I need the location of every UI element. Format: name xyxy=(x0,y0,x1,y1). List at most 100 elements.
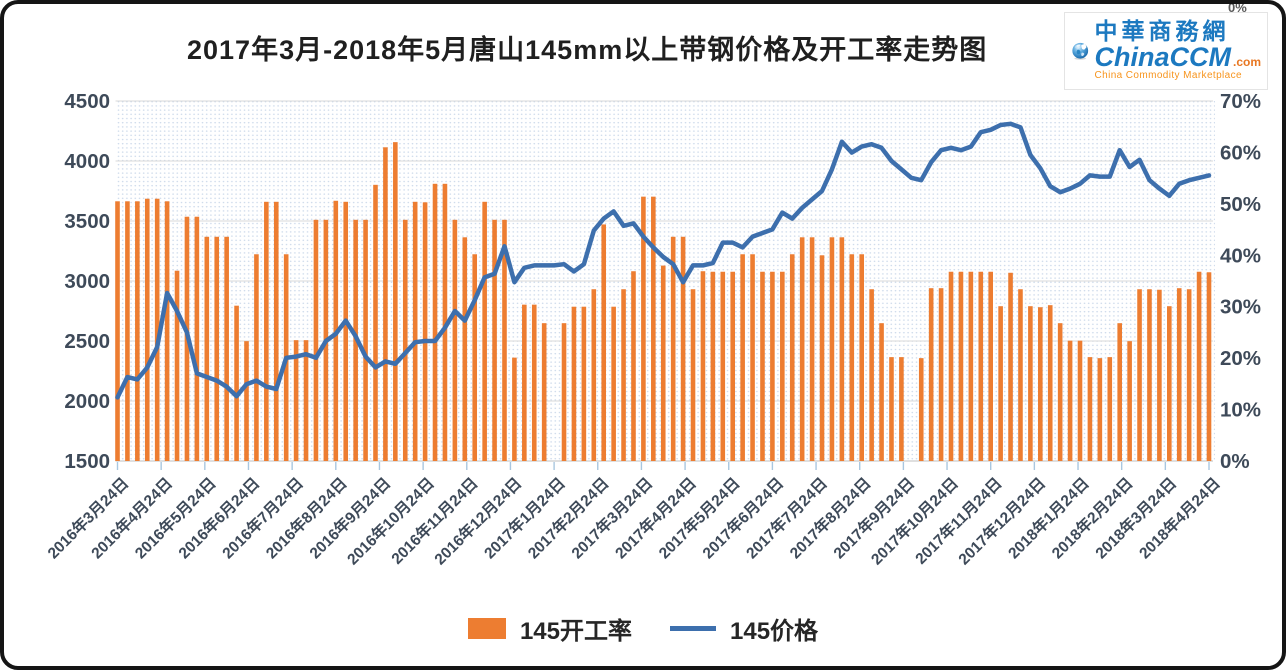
x-axis-labels: 2016年3月24日2016年4月24日2016年5月24日2016年6月24日… xyxy=(43,462,1224,568)
bar xyxy=(710,271,716,461)
bar xyxy=(581,306,587,461)
bar xyxy=(968,271,974,461)
bar xyxy=(244,341,249,461)
bar xyxy=(660,265,666,461)
bar xyxy=(363,219,368,461)
bar xyxy=(700,271,706,461)
bar xyxy=(1127,341,1132,461)
left-axis-tick: 4000 xyxy=(64,150,110,173)
bar xyxy=(1008,272,1013,461)
bar xyxy=(1186,289,1192,461)
legend-line-label: 145价格 xyxy=(730,617,819,645)
bar xyxy=(789,254,795,461)
left-axis-tick: 4500 xyxy=(64,90,110,113)
right-axis-tick: 0% xyxy=(1220,450,1250,473)
bar xyxy=(690,289,696,461)
bar xyxy=(641,196,646,461)
right-axis-tick: 50% xyxy=(1220,193,1261,216)
bar xyxy=(462,237,468,461)
bar xyxy=(393,142,398,461)
bar xyxy=(1117,323,1122,461)
bar xyxy=(750,254,755,461)
bar xyxy=(621,289,626,461)
bar xyxy=(412,201,418,462)
logo-tagline: China Commodity Marketplace xyxy=(1094,70,1243,82)
bar xyxy=(958,271,964,461)
bar xyxy=(1147,289,1152,461)
bar xyxy=(869,289,874,461)
bar xyxy=(442,183,448,462)
bar xyxy=(1107,357,1113,461)
bar xyxy=(303,340,309,461)
bar xyxy=(918,358,924,461)
bar xyxy=(829,237,835,461)
bar xyxy=(502,219,507,461)
bar xyxy=(154,198,160,461)
bar xyxy=(472,254,478,461)
bar xyxy=(591,289,597,461)
bar xyxy=(343,201,349,462)
bar xyxy=(928,288,934,461)
bar xyxy=(1028,306,1033,461)
right-axis-tick: 40% xyxy=(1220,244,1261,267)
bar xyxy=(174,270,180,461)
globe-icon xyxy=(1072,42,1089,60)
bar xyxy=(144,198,150,461)
combo-chart: 4500 4000 3500 3000 2500 2000 1500 70% 60% 50% 40%… xyxy=(43,90,1261,568)
bar xyxy=(264,201,269,462)
bar xyxy=(611,306,616,461)
bar xyxy=(978,271,984,461)
price-line xyxy=(115,121,1212,400)
left-axis-labels: 4500 4000 3500 3000 2500 2000 1500 xyxy=(64,90,110,473)
bar xyxy=(571,306,577,461)
bar xyxy=(1057,323,1063,461)
bar xyxy=(799,237,805,461)
bar xyxy=(730,271,736,461)
bar xyxy=(234,305,239,461)
bar xyxy=(452,219,458,461)
bar xyxy=(164,201,170,462)
bar xyxy=(115,201,120,462)
bar xyxy=(204,236,210,461)
right-axis-tick: 10% xyxy=(1220,399,1261,422)
bar xyxy=(819,255,825,461)
bar xyxy=(522,304,527,461)
chinaccm-logo: 中華商務網 ChinaCCM .com China Commodity Mark… xyxy=(1064,12,1268,90)
left-axis-tick: 3000 xyxy=(64,270,110,293)
bar xyxy=(422,202,428,462)
left-axis-tick: 2500 xyxy=(64,330,110,353)
bar xyxy=(1167,306,1172,461)
bar xyxy=(680,236,686,461)
bar xyxy=(541,323,547,461)
bar xyxy=(1137,289,1142,461)
right-axis-tick: 30% xyxy=(1220,296,1261,319)
bar xyxy=(899,357,904,461)
bar xyxy=(1067,340,1073,461)
bar xyxy=(512,357,517,461)
bar xyxy=(670,236,676,461)
bar xyxy=(740,254,745,461)
bar xyxy=(1077,340,1083,461)
bar xyxy=(1176,288,1182,461)
right-axis-labels: 70% 60% 50% 40% 30% 20% 10% 0% xyxy=(1220,90,1261,473)
bar xyxy=(482,201,487,462)
bar xyxy=(194,216,200,461)
bar xyxy=(313,219,319,461)
left-axis-tick: 1500 xyxy=(64,450,110,473)
bar xyxy=(432,183,438,462)
logo-tld: .com xyxy=(1232,54,1261,69)
bar xyxy=(938,288,944,461)
left-axis-tick: 2000 xyxy=(64,390,110,413)
bar xyxy=(254,254,259,461)
bar xyxy=(879,323,884,461)
bar xyxy=(809,237,815,461)
bar xyxy=(1196,271,1202,461)
bar xyxy=(293,340,299,461)
bar xyxy=(988,271,993,461)
bar xyxy=(273,201,279,462)
bar xyxy=(125,201,130,462)
bar xyxy=(402,219,408,461)
bar xyxy=(651,196,656,461)
chart-legend: 145开工率 145价格 xyxy=(4,604,1282,652)
bar xyxy=(1206,272,1212,461)
